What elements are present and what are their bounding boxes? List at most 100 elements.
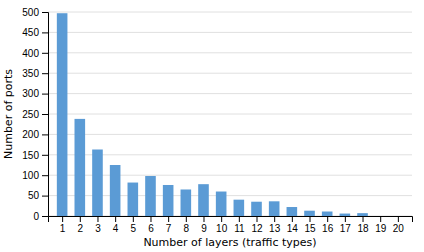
x-tick: 20 — [393, 216, 405, 234]
x-tick-label: 14 — [287, 223, 299, 234]
x-tick-label: 2 — [78, 223, 84, 234]
y-tick: 400 — [22, 48, 48, 59]
y-tick: 250 — [22, 109, 48, 120]
y-tick: 50 — [28, 190, 48, 201]
x-tick: 10 — [216, 216, 228, 234]
y-tick-label: 500 — [22, 7, 39, 18]
x-tick-mark — [97, 216, 98, 222]
bar — [393, 216, 404, 217]
x-tick: 12 — [251, 216, 263, 234]
x-tick: 16 — [322, 216, 334, 234]
x-tick-mark — [239, 216, 240, 222]
x-axis-line — [49, 217, 413, 223]
x-tick-label: 4 — [113, 223, 119, 234]
y-tick-label: 300 — [22, 88, 39, 99]
x-tick: 1 — [60, 216, 66, 234]
x-tick-mark — [327, 216, 328, 222]
bar — [269, 201, 280, 216]
x-tick-mark — [62, 216, 63, 222]
y-axis-line — [42, 13, 49, 217]
x-tick-mark — [257, 216, 258, 222]
x-tick-label: 5 — [131, 223, 137, 234]
bar — [198, 184, 209, 216]
bar — [340, 214, 351, 216]
bar — [304, 211, 315, 216]
x-tick-mark — [133, 216, 134, 222]
x-tick-label: 17 — [340, 223, 352, 234]
x-tick: 13 — [269, 216, 281, 234]
x-tick: 14 — [287, 216, 299, 234]
y-axis: 0 50 100 150 200 250 300 350 400 450 500 — [22, 7, 48, 222]
x-tick-label: 3 — [95, 223, 101, 234]
x-tick: 17 — [340, 216, 352, 234]
x-tick-label: 11 — [234, 223, 245, 234]
x-tick: 11 — [234, 216, 245, 234]
x-axis: 1234567891011121314151617181920 — [49, 216, 413, 234]
y-tick-mark — [42, 134, 48, 135]
y-tick: 0 — [33, 211, 48, 222]
x-tick: 6 — [148, 216, 154, 234]
y-tick-mark — [42, 175, 48, 176]
y-axis-title: Number of ports — [2, 69, 15, 159]
x-tick-mark — [398, 216, 399, 222]
x-tick-mark — [274, 216, 275, 222]
bar — [357, 213, 368, 216]
bar — [287, 207, 298, 216]
x-tick: 15 — [304, 216, 316, 234]
y-tick-label: 250 — [22, 109, 39, 120]
x-tick: 8 — [184, 216, 190, 234]
y-tick: 450 — [22, 27, 48, 38]
y-tick-label: 200 — [22, 129, 39, 140]
grid-line — [48, 32, 412, 33]
x-tick-mark — [150, 216, 151, 222]
grid-line — [48, 93, 412, 94]
y-tick-mark — [42, 73, 48, 74]
x-tick-mark — [186, 216, 187, 222]
y-tick-mark — [42, 94, 48, 95]
x-tick-label: 9 — [201, 223, 207, 234]
bar — [110, 165, 121, 216]
x-tick-label: 6 — [148, 223, 154, 234]
x-tick-label: 10 — [216, 223, 228, 234]
bar — [234, 200, 245, 216]
x-tick: 9 — [201, 216, 207, 234]
x-tick-label: 20 — [393, 223, 405, 234]
grid-line — [48, 134, 412, 135]
bar — [92, 149, 103, 216]
x-tick-label: 8 — [184, 223, 190, 234]
x-tick-label: 12 — [251, 223, 263, 234]
y-tick: 200 — [22, 129, 48, 140]
x-tick-mark — [203, 216, 204, 222]
chart: 1234567891011121314151617181920050100150… — [0, 0, 424, 252]
y-tick-label: 100 — [22, 170, 39, 181]
x-tick: 3 — [95, 216, 101, 234]
bar — [322, 212, 333, 216]
y-tick-label: 50 — [28, 190, 40, 201]
bar — [251, 202, 262, 216]
x-tick-label: 15 — [304, 223, 316, 234]
x-tick-mark — [363, 216, 364, 222]
x-axis-title: Number of layers (traffic types) — [143, 236, 316, 249]
x-tick: 7 — [166, 216, 172, 234]
x-tick-mark — [80, 216, 81, 222]
x-tick: 18 — [357, 216, 369, 234]
y-tick-label: 400 — [22, 48, 39, 59]
grid-line — [48, 12, 412, 13]
x-tick-mark — [221, 216, 222, 222]
x-tick-label: 16 — [322, 223, 334, 234]
y-tick-label: 0 — [33, 211, 39, 222]
x-tick-mark — [380, 216, 381, 222]
y-tick-label: 350 — [22, 68, 39, 79]
x-tick-label: 18 — [357, 223, 369, 234]
x-tick-mark — [115, 216, 116, 222]
plot-area — [57, 13, 368, 216]
x-tick-label: 19 — [375, 223, 387, 234]
x-tick-mark — [168, 216, 169, 222]
y-tick: 150 — [22, 150, 48, 161]
bar — [57, 13, 68, 216]
y-tick: 100 — [22, 170, 48, 181]
x-tick-mark — [292, 216, 293, 222]
bar — [128, 183, 139, 216]
x-tick: 2 — [78, 216, 84, 234]
x-tick-label: 7 — [166, 223, 172, 234]
